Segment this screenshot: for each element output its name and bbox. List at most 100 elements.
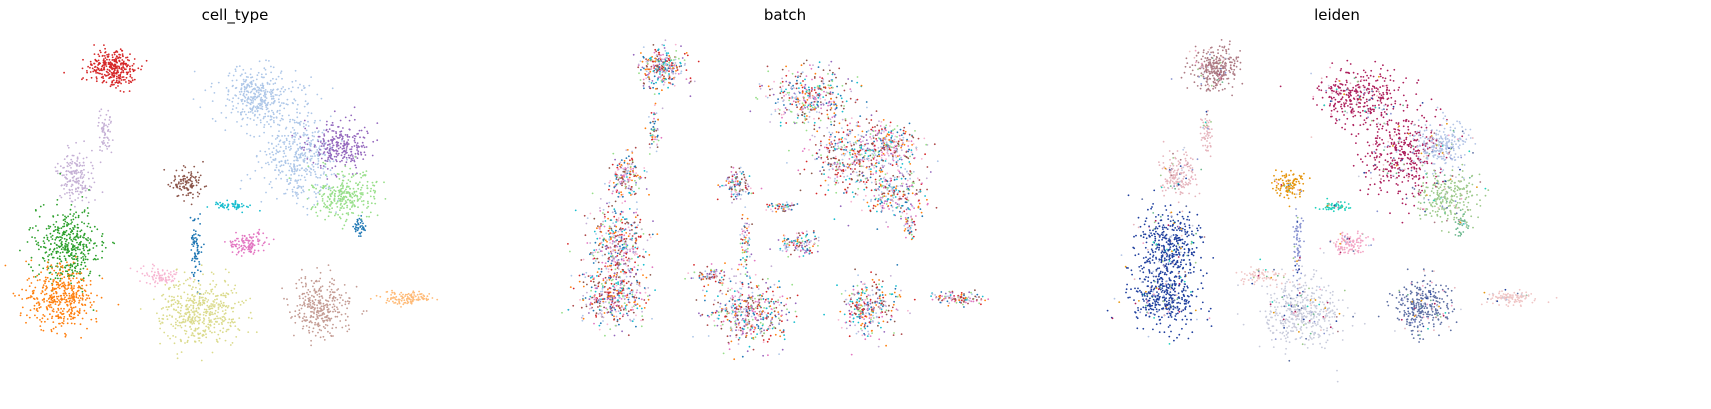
data-point: [80, 261, 83, 264]
data-point: [344, 313, 347, 315]
data-point: [638, 72, 640, 75]
data-point: [283, 143, 286, 145]
data-point: [651, 233, 654, 236]
data-point: [202, 293, 205, 296]
data-point: [262, 232, 265, 235]
data-point: [234, 70, 237, 72]
data-point: [310, 314, 312, 317]
data-point: [278, 150, 281, 153]
data-point: [299, 164, 301, 167]
data-point: [685, 69, 688, 71]
data-point: [232, 307, 235, 309]
data-point: [340, 154, 343, 157]
data-point: [192, 280, 195, 283]
data-point: [234, 203, 237, 206]
data-point: [678, 65, 681, 68]
data-point: [601, 261, 604, 264]
data-point: [393, 302, 395, 304]
data-point: [609, 255, 612, 258]
data-point: [206, 301, 209, 303]
data-point: [307, 111, 310, 114]
data-point: [106, 136, 108, 139]
data-point: [56, 301, 59, 303]
data-point: [76, 310, 79, 313]
data-point: [247, 96, 250, 99]
data-point: [335, 175, 338, 178]
data-point: [266, 81, 269, 84]
data-point: [281, 102, 283, 104]
data-point: [53, 248, 55, 251]
data-point: [376, 214, 379, 217]
data-point: [361, 200, 363, 203]
data-point: [177, 182, 180, 185]
data-point: [618, 181, 621, 183]
data-point: [71, 240, 74, 243]
data-point: [230, 318, 233, 321]
data-point: [71, 188, 74, 191]
data-point: [340, 187, 343, 190]
data-point: [306, 306, 309, 308]
data-point: [605, 248, 608, 251]
data-point: [223, 279, 226, 282]
data-point: [70, 311, 73, 314]
data-point: [66, 318, 69, 320]
data-point: [344, 202, 347, 205]
data-point: [46, 307, 48, 310]
data-point: [191, 288, 193, 291]
data-point: [54, 229, 57, 231]
data-point: [306, 156, 309, 159]
data-point: [374, 202, 377, 205]
data-point: [85, 284, 88, 287]
data-point: [62, 281, 65, 284]
data-point: [237, 111, 239, 113]
data-point: [664, 68, 667, 70]
data-point: [276, 94, 278, 96]
data-point: [359, 173, 362, 175]
data-point: [241, 211, 244, 214]
data-point: [285, 139, 288, 142]
data-point: [364, 174, 367, 177]
data-point: [259, 89, 262, 91]
data-point: [249, 111, 252, 113]
data-point: [323, 307, 325, 309]
data-point: [297, 185, 300, 187]
data-point: [222, 305, 225, 307]
data-point: [60, 273, 63, 276]
data-point: [362, 310, 365, 312]
data-point: [63, 286, 66, 289]
data-point: [49, 304, 52, 306]
data-point: [327, 140, 330, 143]
data-point: [332, 291, 335, 294]
data-point: [244, 80, 247, 83]
data-point: [345, 218, 348, 221]
data-point: [77, 286, 80, 289]
data-point: [300, 174, 303, 177]
data-point: [258, 228, 261, 231]
data-point: [651, 136, 654, 138]
data-point: [231, 292, 234, 294]
data-point: [266, 103, 269, 105]
data-point: [110, 76, 113, 79]
data-point: [46, 261, 49, 264]
data-point: [77, 182, 80, 185]
data-point: [282, 102, 285, 105]
data-point: [613, 208, 616, 211]
data-point: [302, 122, 305, 125]
data-point: [88, 248, 91, 251]
data-point: [278, 169, 280, 172]
data-point: [272, 83, 275, 85]
data-point: [394, 301, 397, 304]
data-point: [231, 320, 233, 323]
data-point: [76, 282, 79, 284]
data-point: [255, 124, 258, 126]
data-point: [190, 203, 193, 206]
data-point: [67, 276, 70, 278]
data-point: [409, 294, 411, 296]
data-point: [252, 97, 255, 100]
data-point: [65, 294, 68, 297]
data-point: [650, 65, 653, 68]
data-point: [48, 239, 50, 242]
data-point: [639, 79, 642, 81]
data-point: [391, 289, 393, 292]
data-point: [314, 280, 317, 283]
